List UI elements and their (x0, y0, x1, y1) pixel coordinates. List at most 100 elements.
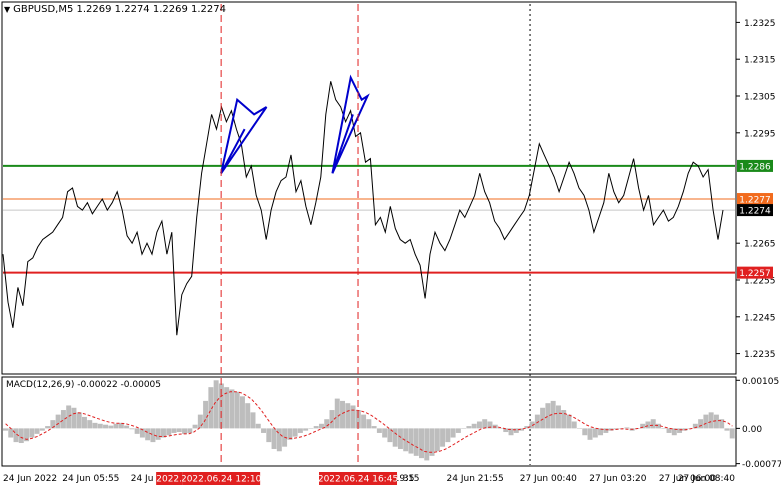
macd-histogram-bar (261, 428, 267, 433)
macd-histogram-bar (3, 428, 8, 431)
macd-histogram-bar (592, 428, 598, 438)
macd-histogram-bar (534, 414, 540, 429)
macd-histogram-bar (8, 428, 14, 438)
macd-histogram-bar (445, 428, 451, 443)
macd-histogram-bar (587, 428, 593, 440)
macd-histogram-bar (382, 428, 388, 438)
price-series (2, 81, 724, 336)
macd-histogram-bar (313, 426, 319, 429)
time-label: 24 Jun 21:55 (447, 474, 504, 484)
macd-histogram-bar (66, 405, 72, 429)
macd-histogram-bar (524, 426, 530, 429)
price-tick-label: 1.2325 (744, 19, 776, 29)
macd-histogram-bar (208, 387, 214, 429)
macd-histogram-bar (392, 428, 398, 447)
macd-histogram-bar (124, 425, 130, 429)
horizontal-levels[interactable] (3, 164, 735, 274)
macd-indicator (3, 380, 735, 461)
macd-histogram-bar (376, 428, 382, 433)
time-marker-fragment: 2022. (156, 475, 182, 485)
macd-histogram-bar (103, 424, 109, 429)
macd-histogram-bar (292, 428, 298, 437)
macd-histogram-bar (18, 428, 24, 444)
support-level-tag (737, 266, 773, 279)
macd-histogram-bar (87, 420, 93, 429)
macd-histogram-bar (577, 428, 582, 429)
macd-histogram-bar (192, 424, 198, 429)
macd-histogram-bar (324, 419, 330, 429)
macd-histogram-bar (698, 419, 704, 429)
time-label: 24 Jun 05:55 (62, 474, 119, 484)
macd-title: MACD(12,26,9) -0.00022 -0.00005 (6, 380, 162, 390)
macd-histogram-bar (197, 414, 203, 429)
macd-histogram-bar (139, 428, 145, 438)
macd-histogram-bar (571, 421, 577, 429)
pattern-1-annotation (220, 97, 268, 174)
bid-level-tag (737, 204, 773, 217)
macd-histogram-bar (508, 428, 514, 436)
time-label: 27 Jun 06:00 (659, 474, 716, 484)
macd-signal-line (5, 391, 733, 453)
macd-histogram-bar (13, 428, 19, 443)
macd-histogram-bar (729, 428, 735, 439)
macd-histogram-bar (650, 419, 656, 429)
macd-histogram-bar (34, 428, 40, 434)
macd-histogram-bar (387, 428, 393, 443)
macd-histogram-bar (108, 425, 114, 429)
macd-histogram-bar (713, 414, 719, 429)
macd-histogram-bar (540, 407, 546, 429)
time-label: 24 Jun 2022 (3, 474, 57, 484)
macd-histogram-bar (361, 414, 367, 429)
macd-axis: 0.00105 0.00 -0.00077 (736, 377, 781, 470)
time-marker-label: 2022.06.24 12:10 (181, 475, 262, 485)
macd-histogram-bar (255, 423, 261, 429)
time-marker-tag (319, 472, 398, 485)
pattern-annotations[interactable] (220, 74, 370, 174)
target-level-label: 1.2277 (739, 196, 771, 206)
macd-histogram-bar (150, 428, 156, 443)
macd-histogram-bar (671, 428, 677, 436)
macd-histogram-bar (39, 428, 45, 431)
macd-histogram-bar (661, 428, 667, 429)
macd-histogram-bar (160, 428, 166, 438)
macd-histogram-bar (318, 423, 324, 429)
macd-histogram-bar (566, 414, 572, 429)
macd-histogram-bar (466, 426, 472, 429)
macd-histogram-bar (29, 428, 35, 438)
macd-histogram-bar (471, 423, 477, 429)
bid-level-label: 1.2274 (739, 207, 771, 217)
macd-histogram-bar (355, 410, 361, 429)
macd-histogram-bar (266, 428, 272, 443)
macd-tick-label: 0.00105 (742, 377, 779, 387)
time-marker-label: 2022.06.24 16:45 (318, 475, 398, 485)
macd-histogram-bar (550, 400, 556, 429)
time-marker-tag (182, 472, 261, 485)
chart-title-text: GBPUSD,M5 1.2269 1.2274 1.2269 1.2274 (13, 4, 227, 15)
macd-histogram-bar (603, 428, 609, 433)
macd-histogram-bar (366, 419, 372, 429)
macd-histogram-bar (461, 428, 467, 429)
price-tick-label: 1.2315 (744, 56, 776, 66)
macd-histogram-bar (719, 419, 725, 429)
macd-histogram-bar (239, 396, 245, 429)
macd-histogram-bar (403, 428, 409, 452)
macd-histogram-bar (308, 428, 314, 429)
macd-histogram-bar (582, 428, 588, 436)
macd-histogram-bar (81, 416, 87, 429)
macd-histogram-bar (371, 426, 377, 429)
macd-histogram-bar (598, 428, 604, 436)
macd-histogram-bar (60, 410, 66, 429)
triangle-down-icon[interactable]: ▼ (4, 5, 11, 14)
macd-histogram-bar (245, 403, 251, 429)
price-pane-frame (1, 1, 737, 375)
macd-histogram-bar (340, 400, 346, 429)
resistance-level-label: 1.2286 (739, 162, 771, 172)
macd-histogram-bar (176, 428, 182, 433)
macd-histogram-bar (545, 403, 551, 429)
macd-histogram-bar (450, 428, 456, 438)
time-label: 27 Jun 00:40 (520, 474, 577, 484)
target-level-tag (737, 193, 773, 206)
